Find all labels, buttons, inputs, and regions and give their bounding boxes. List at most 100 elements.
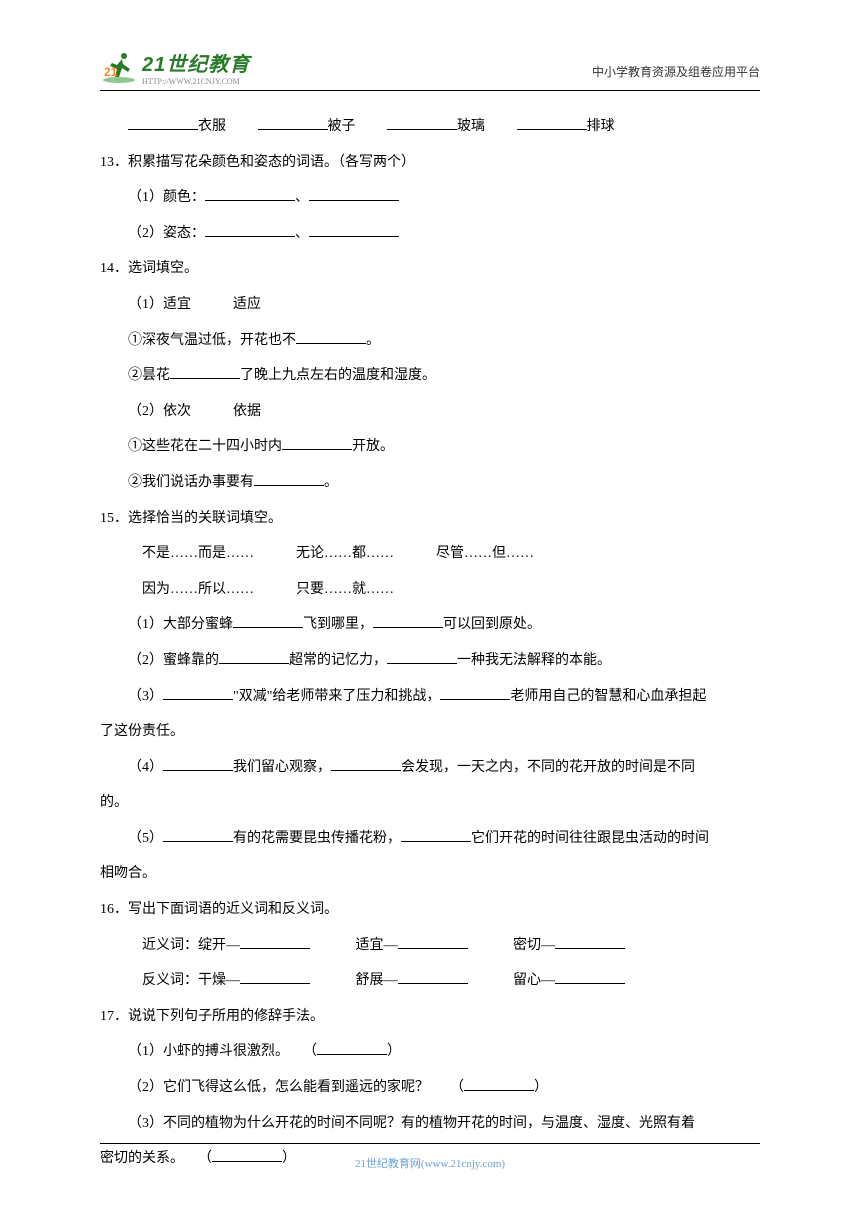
- text: （2）蜜蜂靠的: [128, 653, 219, 668]
- q15-s5-l2: 相吻合。: [100, 857, 760, 891]
- stem-text: 说说下列句子所用的修辞手法。: [128, 1009, 324, 1024]
- label: 衣服: [198, 119, 226, 134]
- blank[interactable]: [517, 113, 587, 130]
- label: 适宜—: [356, 938, 398, 953]
- q15-s4-l2: 的。: [100, 786, 760, 820]
- blank[interactable]: [163, 683, 233, 700]
- q-number: 16．: [100, 902, 128, 917]
- svg-text:21: 21: [104, 65, 118, 79]
- text: 我们留心观察，: [233, 760, 331, 775]
- blank[interactable]: [373, 612, 443, 629]
- blank[interactable]: [387, 647, 457, 664]
- blank[interactable]: [398, 967, 468, 984]
- blank[interactable]: [401, 825, 471, 842]
- blank[interactable]: [163, 754, 233, 771]
- text: 一种我无法解释的本能。: [457, 653, 611, 668]
- q14-g1-1: ①深夜气温过低，开花也不 。: [100, 324, 760, 358]
- stem-text: 选词填空。: [128, 261, 198, 276]
- label: 玻璃: [457, 119, 485, 134]
- q14-g1-2: ②昙花 了晚上九点左右的温度和湿度。: [100, 359, 760, 393]
- blank[interactable]: [205, 220, 295, 237]
- page-footer: 21世纪教育网(www.21cnjy.com): [100, 1155, 760, 1171]
- blank[interactable]: [205, 184, 295, 201]
- sep: 、: [295, 190, 309, 205]
- q-number: 14．: [100, 261, 128, 276]
- text: 有的花需要昆虫传播花粉，: [233, 831, 401, 846]
- text: ②昙花: [128, 368, 170, 383]
- text: 。: [324, 475, 338, 490]
- blank[interactable]: [440, 683, 510, 700]
- label: 留心—: [513, 973, 555, 988]
- blank[interactable]: [317, 1039, 387, 1056]
- label: 近义词：绽开—: [142, 938, 240, 953]
- q15-opts2: 因为……所以…… 只要……就……: [100, 573, 760, 607]
- label: 舒展—: [356, 973, 398, 988]
- blank[interactable]: [163, 825, 233, 842]
- text: （3）: [128, 689, 163, 704]
- text: ①深夜气温过低，开花也不: [128, 333, 296, 348]
- blank[interactable]: [240, 967, 310, 984]
- q17-s3-l1: （3）不同的植物为什么开花的时间不同呢？有的植物开花的时间，与温度、湿度、光照有…: [100, 1107, 760, 1141]
- text: "双减"给老师带来了压力和挑战，: [233, 689, 440, 704]
- q17-s2: （2）它们飞得这么低，怎么能看到遥远的家呢？ （）: [100, 1071, 760, 1105]
- text: 可以回到原处。: [443, 617, 541, 632]
- text: ）: [387, 1044, 401, 1059]
- text: 开放。: [352, 439, 394, 454]
- logo-en: HTTP://WWW.21CNJY.COM: [142, 77, 250, 86]
- label: （1）颜色：: [128, 190, 205, 205]
- logo-text: 21世纪教育 HTTP://WWW.21CNJY.COM: [142, 48, 250, 86]
- label: 反义词：干燥—: [142, 973, 240, 988]
- text: ②我们说话办事要有: [128, 475, 254, 490]
- blank[interactable]: [331, 754, 401, 771]
- blank[interactable]: [387, 113, 457, 130]
- q15-stem: 15．选择恰当的关联词填空。: [100, 502, 760, 536]
- q15-s1: （1）大部分蜜蜂 飞到哪里， 可以回到原处。: [100, 608, 760, 642]
- text: 超常的记忆力，: [289, 653, 387, 668]
- blank[interactable]: [254, 469, 324, 486]
- blank[interactable]: [464, 1074, 534, 1091]
- q13-sub1: （1）颜色： 、: [100, 181, 760, 215]
- blank[interactable]: [398, 932, 468, 949]
- header-rule: [100, 90, 760, 91]
- stem-text: 积累描写花朵颜色和姿态的词语。（各写两个）: [128, 155, 415, 170]
- text: 老师用自己的智慧和心血承担起: [510, 689, 706, 704]
- q15-s5-l1: （5）有的花需要昆虫传播花粉，它们开花的时间往往跟昆虫活动的时间: [100, 822, 760, 856]
- q13-stem: 13．积累描写花朵颜色和姿态的词语。（各写两个）: [100, 146, 760, 180]
- blank[interactable]: [128, 113, 198, 130]
- q14-g2-head: （2）依次 依据: [100, 395, 760, 429]
- text: （1）小虾的搏斗很激烈。 （: [128, 1044, 317, 1059]
- sep: 、: [295, 226, 309, 241]
- text: （2）它们飞得这么低，怎么能看到遥远的家呢？ （: [128, 1080, 464, 1095]
- q16-ant: 反义词：干燥— 舒展— 留心—: [100, 964, 760, 998]
- content-area: 衣服 被子 玻璃 排球 13．积累描写花朵颜色和姿态的词语。（各写两个） （1）…: [100, 110, 760, 1178]
- text: 飞到哪里，: [303, 617, 373, 632]
- text: 。: [366, 333, 380, 348]
- blank[interactable]: [555, 932, 625, 949]
- q14-g1-head: （1）适宜 适应: [100, 288, 760, 322]
- stem-text: 选择恰当的关联词填空。: [128, 511, 282, 526]
- logo-cn: 21世纪教育: [142, 48, 250, 77]
- blank[interactable]: [170, 362, 240, 379]
- platform-label: 中小学教育资源及组卷应用平台: [592, 63, 760, 80]
- text: （1）大部分蜜蜂: [128, 617, 233, 632]
- blank[interactable]: [309, 184, 399, 201]
- blank[interactable]: [282, 434, 352, 451]
- q15-s3-l2: 了这份责任。: [100, 715, 760, 749]
- blank[interactable]: [309, 220, 399, 237]
- logo: 21 21世纪教育 HTTP://WWW.21CNJY.COM: [100, 48, 250, 86]
- blank[interactable]: [555, 967, 625, 984]
- blank[interactable]: [240, 932, 310, 949]
- label: 排球: [587, 119, 615, 134]
- q15-opts1: 不是……而是…… 无论……都…… 尽管……但……: [100, 537, 760, 571]
- text: 了晚上九点左右的温度和湿度。: [240, 368, 436, 383]
- blank[interactable]: [258, 113, 328, 130]
- blank[interactable]: [296, 327, 366, 344]
- blank[interactable]: [233, 612, 303, 629]
- runner-icon: 21: [100, 50, 138, 84]
- q13-sub2: （2）姿态： 、: [100, 217, 760, 251]
- label: （2）姿态：: [128, 226, 205, 241]
- q16-stem: 16．写出下面词语的近义词和反义词。: [100, 893, 760, 927]
- blank[interactable]: [219, 647, 289, 664]
- q14-stem: 14．选词填空。: [100, 252, 760, 286]
- q15-s3-l1: （3） "双减"给老师带来了压力和挑战， 老师用自己的智慧和心血承担起: [100, 680, 760, 714]
